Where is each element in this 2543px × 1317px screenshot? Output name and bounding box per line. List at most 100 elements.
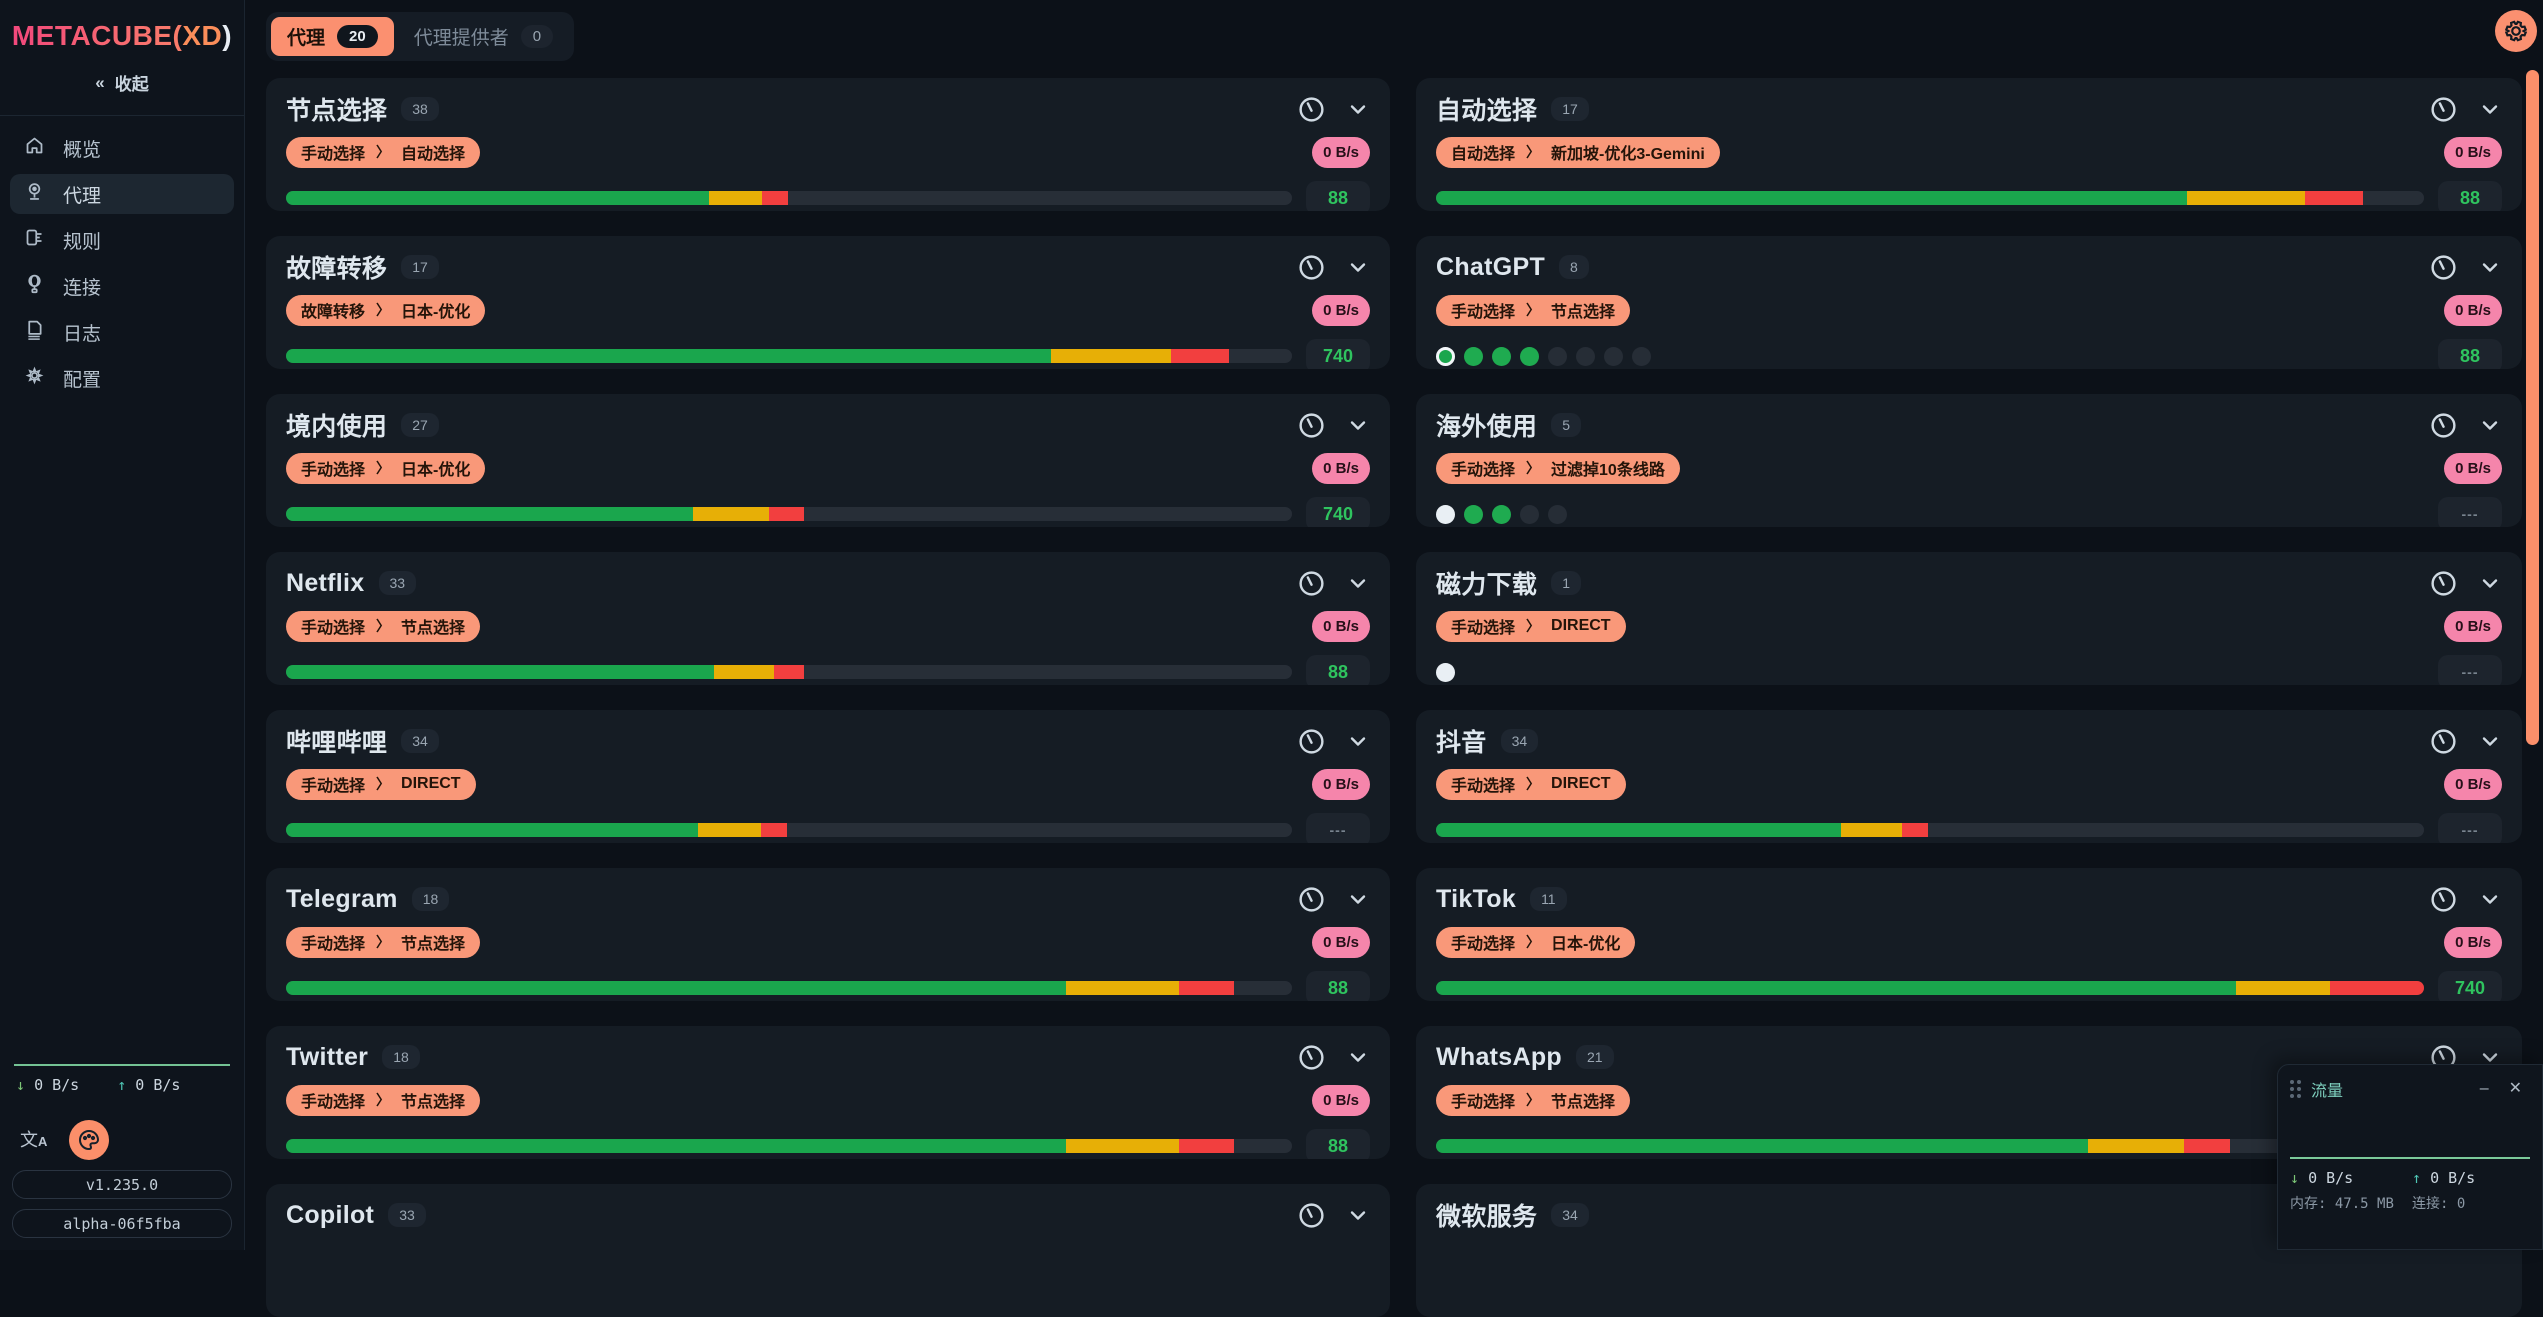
selector-type: 手动选择 — [301, 620, 366, 637]
panel-upload-speed: ↑ 0 B/s — [2412, 1169, 2476, 1187]
traffic-panel-header: 流量 – ✕ — [2278, 1065, 2542, 1101]
sidebar-item-connections[interactable]: 连接 — [10, 266, 234, 306]
proxy-group-card: Twitter 18 手动选择 〉 节点选择 0 B/s 88 — [266, 1026, 1390, 1159]
latency-test-icon[interactable] — [1297, 885, 1326, 914]
chevron-down-icon[interactable] — [2478, 1045, 2502, 1069]
traffic-stats: ↓ 0 B/s ↑ 0 B/s 内存: 47.5 MB 连接: 0 — [2278, 1159, 2542, 1213]
app-logo: METACUBE(XD) — [0, 0, 244, 52]
node-dot-green — [1492, 346, 1511, 366]
group-speed-badge: 0 B/s — [2444, 452, 2502, 484]
node-dot-gray — [1604, 346, 1623, 366]
rules-icon — [24, 227, 45, 254]
arrow-right-icon: 〉 — [376, 776, 391, 792]
sidebar-item-overview[interactable]: 概览 — [10, 128, 234, 168]
latency-test-icon[interactable] — [1297, 95, 1326, 124]
arrow-right-icon: 〉 — [376, 460, 391, 476]
chevron-down-icon[interactable] — [1346, 1045, 1370, 1069]
group-latency: 88 — [2438, 339, 2502, 369]
node-dot-gray — [1548, 504, 1567, 524]
selection-badge: 手动选择 〉 节点选择 — [286, 926, 481, 958]
chevron-down-icon[interactable] — [1346, 1203, 1370, 1227]
chevron-down-icon[interactable] — [2478, 729, 2502, 753]
node-dot-white — [1436, 504, 1455, 524]
selector-type: 手动选择 — [1451, 304, 1516, 321]
memory-stat: 内存: 47.5 MB — [2290, 1196, 2394, 1212]
arrow-right-icon: 〉 — [376, 144, 391, 160]
chevron-down-icon[interactable] — [1346, 571, 1370, 595]
latency-test-icon[interactable] — [1297, 727, 1326, 756]
language-button[interactable]: 文A — [20, 1130, 48, 1150]
group-name: Copilot — [286, 1200, 375, 1229]
selected-node: 日本-优化 — [401, 462, 471, 479]
latency-distribution-bar — [286, 1139, 1292, 1153]
latency-test-icon[interactable] — [1297, 253, 1326, 282]
traffic-sparkline — [12, 1014, 232, 1066]
selector-type: 手动选择 — [1451, 778, 1516, 795]
latency-test-icon[interactable] — [1297, 411, 1326, 440]
latency-test-icon[interactable] — [2429, 95, 2458, 124]
proxy-group-card: 磁力下载 1 手动选择 〉 DIRECT 0 B/s --- — [1416, 552, 2522, 685]
collapse-chevrons-icon: « — [95, 72, 105, 92]
tab-providers[interactable]: 代理提供者 0 — [398, 17, 569, 56]
sidebar-item-rules[interactable]: 规则 — [10, 220, 234, 260]
selector-type: 手动选择 — [1451, 936, 1516, 953]
selection-badge: 手动选择 〉 节点选择 — [286, 1084, 481, 1116]
node-count-badge: 18 — [382, 1045, 420, 1069]
node-dots — [1436, 504, 2424, 524]
chevron-down-icon[interactable] — [1346, 255, 1370, 279]
arrow-right-icon: 〉 — [1526, 460, 1541, 476]
selection-badge: 自动选择 〉 新加坡-优化3-Gemini — [1436, 136, 1720, 168]
latency-test-icon[interactable] — [2429, 253, 2458, 282]
chevron-down-icon[interactable] — [2478, 97, 2502, 121]
sidebar-item-config[interactable]: 配置 — [10, 358, 234, 398]
node-count-badge: 27 — [401, 413, 439, 437]
node-count-badge: 18 — [411, 887, 450, 911]
latency-test-icon[interactable] — [1297, 1201, 1326, 1230]
tab-count-badge: 0 — [520, 25, 554, 48]
group-latency: --- — [2438, 655, 2502, 685]
scrollbar-thumb[interactable] — [2526, 70, 2539, 745]
node-dot-green — [1520, 346, 1539, 366]
tab-label: 代理 — [287, 28, 326, 49]
settings-button[interactable] — [2495, 10, 2537, 52]
latency-test-icon[interactable] — [1297, 1043, 1326, 1072]
drag-handle-icon[interactable] — [2290, 1080, 2301, 1098]
sidebar-item-logs[interactable]: 日志 — [10, 312, 234, 352]
proxy-group-card: 境内使用 27 手动选择 〉 日本-优化 0 B/s 740 — [266, 394, 1390, 527]
chevron-down-icon[interactable] — [1346, 887, 1370, 911]
logo-text-main: METACUBE( — [11, 20, 183, 51]
tab-proxies[interactable]: 代理 20 — [271, 17, 394, 56]
group-name: TikTok — [1436, 884, 1517, 913]
sidebar-item-proxies[interactable]: 代理 — [10, 174, 234, 214]
latency-test-icon[interactable] — [2429, 727, 2458, 756]
chevron-down-icon[interactable] — [1346, 729, 1370, 753]
group-name: Netflix — [286, 568, 365, 597]
selection-badge: 手动选择 〉 节点选择 — [1436, 294, 1631, 326]
latency-test-icon[interactable] — [2429, 569, 2458, 598]
group-latency: 88 — [1306, 971, 1370, 1001]
latency-test-icon[interactable] — [2429, 411, 2458, 440]
minimize-button[interactable]: – — [2479, 1080, 2489, 1097]
chevron-down-icon[interactable] — [2478, 255, 2502, 279]
close-button[interactable]: ✕ — [2508, 1080, 2522, 1097]
group-name: 故障转移 — [286, 255, 388, 283]
latency-test-icon[interactable] — [2429, 885, 2458, 914]
latency-test-icon[interactable] — [1297, 569, 1326, 598]
tab-count-badge: 20 — [337, 25, 378, 48]
proxy-group-card: Copilot 33 〉 — [266, 1184, 1390, 1317]
chevron-down-icon[interactable] — [2478, 413, 2502, 437]
selection-badge: 手动选择 〉 过滤掉10条线路 — [1436, 452, 1680, 484]
chevron-down-icon[interactable] — [2478, 571, 2502, 595]
selection-badge: 手动选择 〉 节点选择 — [1436, 1084, 1631, 1116]
node-dot-gray — [1520, 504, 1539, 524]
selection-badge: 手动选择 〉 DIRECT — [286, 768, 476, 800]
traffic-panel-title: 流量 — [2311, 1083, 2344, 1100]
chevron-down-icon[interactable] — [1346, 97, 1370, 121]
chevron-down-icon[interactable] — [2478, 887, 2502, 911]
selection-badge: 手动选择 〉 DIRECT — [1436, 768, 1626, 800]
group-speed-badge: 0 B/s — [1312, 1084, 1370, 1116]
config-icon — [24, 365, 45, 392]
theme-palette-button[interactable] — [69, 1120, 110, 1160]
chevron-down-icon[interactable] — [1346, 413, 1370, 437]
collapse-sidebar-button[interactable]: « 收起 — [0, 70, 244, 95]
